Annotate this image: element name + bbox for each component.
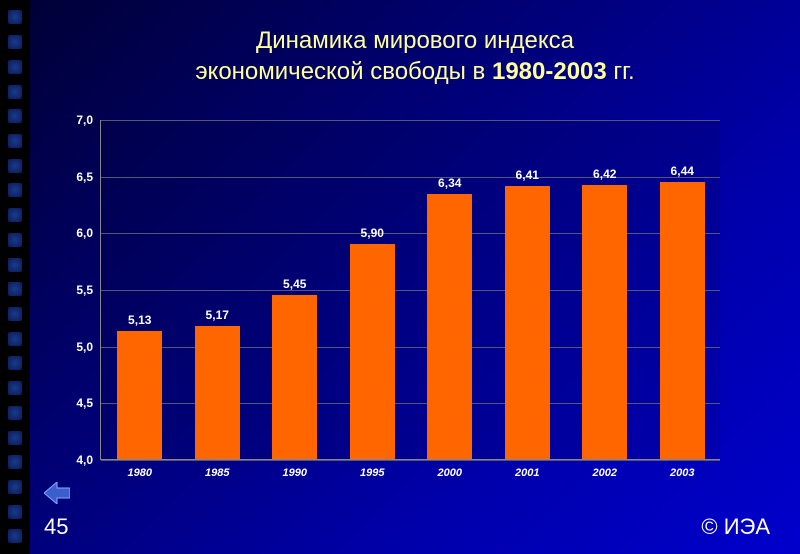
film-hole — [8, 356, 22, 370]
film-hole — [8, 282, 22, 296]
film-hole — [8, 85, 22, 99]
bar: 5,17 — [195, 326, 240, 459]
y-axis-label: 4,0 — [76, 453, 93, 467]
x-axis-label: 2001 — [515, 467, 539, 479]
x-axis-label: 2002 — [593, 467, 617, 479]
bar-value-label: 6,34 — [438, 176, 461, 190]
bar-value-label: 6,44 — [671, 164, 694, 178]
title-years: 1980-2003 — [492, 58, 607, 85]
film-hole — [8, 431, 22, 445]
slide-number: 45 — [44, 514, 68, 540]
y-axis-label: 5,0 — [76, 340, 93, 354]
bar: 6,44 — [660, 182, 705, 459]
title-line2-suffix: гг. — [607, 58, 635, 85]
bar: 5,45 — [272, 295, 317, 459]
x-axis-label: 1990 — [283, 467, 307, 479]
gridline — [101, 460, 720, 461]
film-hole — [8, 109, 22, 123]
bar-chart: 4,04,55,05,56,06,57,05,1319805,1719855,4… — [100, 120, 720, 460]
bar: 5,13 — [117, 331, 162, 459]
y-axis-label: 5,5 — [76, 283, 93, 297]
back-button[interactable] — [44, 482, 70, 504]
bar: 6,34 — [427, 194, 472, 459]
bar-value-label: 6,41 — [516, 168, 539, 182]
film-hole — [8, 406, 22, 420]
film-hole — [8, 332, 22, 346]
film-hole — [8, 233, 22, 247]
x-axis-label: 2003 — [670, 467, 694, 479]
gridline — [101, 177, 720, 178]
x-axis-label: 1985 — [205, 467, 229, 479]
film-hole — [8, 183, 22, 197]
slide-title: Динамика мирового индекса экономической … — [30, 25, 800, 87]
bar: 6,41 — [505, 186, 550, 459]
film-hole — [8, 60, 22, 74]
film-strip-decoration — [0, 0, 30, 554]
y-axis-label: 4,5 — [76, 396, 93, 410]
y-axis-label: 7,0 — [76, 113, 93, 127]
film-hole — [8, 134, 22, 148]
film-hole — [8, 529, 22, 543]
film-hole — [8, 480, 22, 494]
film-hole — [8, 208, 22, 222]
bar: 6,42 — [582, 185, 627, 459]
title-line1: Динамика мирового индекса — [256, 27, 574, 54]
y-axis-label: 6,5 — [76, 170, 93, 184]
bar-value-label: 6,42 — [593, 167, 616, 181]
film-hole — [8, 35, 22, 49]
film-hole — [8, 381, 22, 395]
bar-value-label: 5,90 — [361, 226, 384, 240]
film-hole — [8, 258, 22, 272]
bar-value-label: 5,13 — [128, 313, 151, 327]
film-hole — [8, 159, 22, 173]
x-axis-label: 1980 — [128, 467, 152, 479]
bar-value-label: 5,45 — [283, 277, 306, 291]
gridline — [101, 120, 720, 121]
film-hole — [8, 505, 22, 519]
credit-text: © ИЭА — [701, 514, 770, 540]
film-hole — [8, 10, 22, 24]
title-line2-prefix: экономической свободы в — [195, 58, 492, 85]
film-hole — [8, 307, 22, 321]
x-axis-label: 2000 — [438, 467, 462, 479]
bar-value-label: 5,17 — [206, 308, 229, 322]
y-axis-label: 6,0 — [76, 226, 93, 240]
x-axis-label: 1995 — [360, 467, 384, 479]
back-arrow-icon — [44, 482, 70, 504]
film-hole — [8, 455, 22, 469]
bar: 5,90 — [350, 244, 395, 459]
